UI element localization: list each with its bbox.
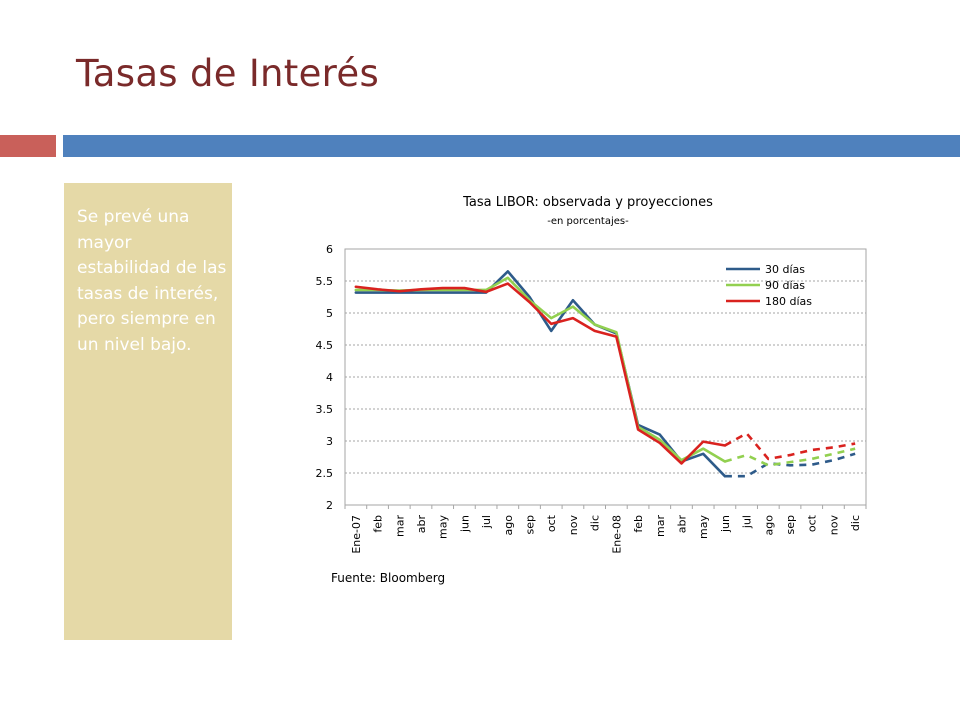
side-note-panel [64, 183, 232, 640]
legend-label: 90 días [765, 279, 805, 292]
x-tick-label: feb [632, 515, 645, 533]
y-tick-label: 5.5 [316, 275, 334, 288]
x-tick-label: jul [480, 515, 493, 529]
x-tick-label: oct [545, 514, 558, 532]
accent-bar-right [63, 135, 960, 157]
y-tick-label: 3.5 [316, 403, 334, 416]
x-tick-label: nov [567, 515, 580, 536]
series-line-observed-2 [354, 282, 727, 465]
x-tick-label: Ene-07 [350, 515, 363, 554]
chart-subtitle: -en porcentajes- [547, 216, 629, 227]
x-tick-label: Ene-08 [610, 515, 623, 554]
x-tick-label: jun [458, 515, 471, 533]
x-tick-label: jun [719, 515, 732, 533]
y-tick-label: 6 [326, 243, 333, 256]
x-tick-label: jul [741, 515, 754, 529]
x-tick-label: feb [372, 515, 385, 533]
legend-label: 180 días [765, 295, 812, 308]
series-line-projected-0 [724, 452, 856, 478]
x-tick-label: abr [675, 515, 688, 534]
series-line-projected-1 [724, 447, 856, 467]
side-note-text: Se prevé una mayor estabilidad de las ta… [77, 207, 227, 355]
slide-title: Tasas de Interés [76, 52, 380, 95]
y-tick-label: 2 [326, 499, 333, 512]
legend-label: 30 días [765, 263, 805, 276]
x-tick-label: dic [849, 515, 862, 531]
x-tick-label: dic [589, 515, 602, 531]
x-tick-label: may [437, 515, 450, 539]
y-tick-label: 4 [326, 371, 333, 384]
x-tick-label: sep [524, 515, 537, 534]
y-tick-label: 5 [326, 307, 333, 320]
x-tick-label: ago [762, 515, 775, 536]
accent-bar-left [0, 135, 56, 157]
chart-source: Fuente: Bloomberg [331, 571, 445, 585]
series-line-projected-2 [724, 432, 856, 461]
x-tick-label: ago [502, 515, 515, 536]
chart-title: Tasa LIBOR: observada y proyecciones [462, 195, 713, 210]
x-tick-label: abr [415, 515, 428, 534]
x-tick-label: nov [827, 515, 840, 536]
x-tick-label: oct [806, 514, 819, 532]
x-tick-label: mar [654, 515, 667, 537]
y-tick-label: 2.5 [316, 467, 334, 480]
y-tick-label: 4.5 [316, 339, 334, 352]
x-tick-label: mar [393, 515, 406, 537]
y-tick-label: 3 [326, 435, 333, 448]
x-tick-label: sep [784, 515, 797, 534]
x-tick-label: may [697, 515, 710, 539]
